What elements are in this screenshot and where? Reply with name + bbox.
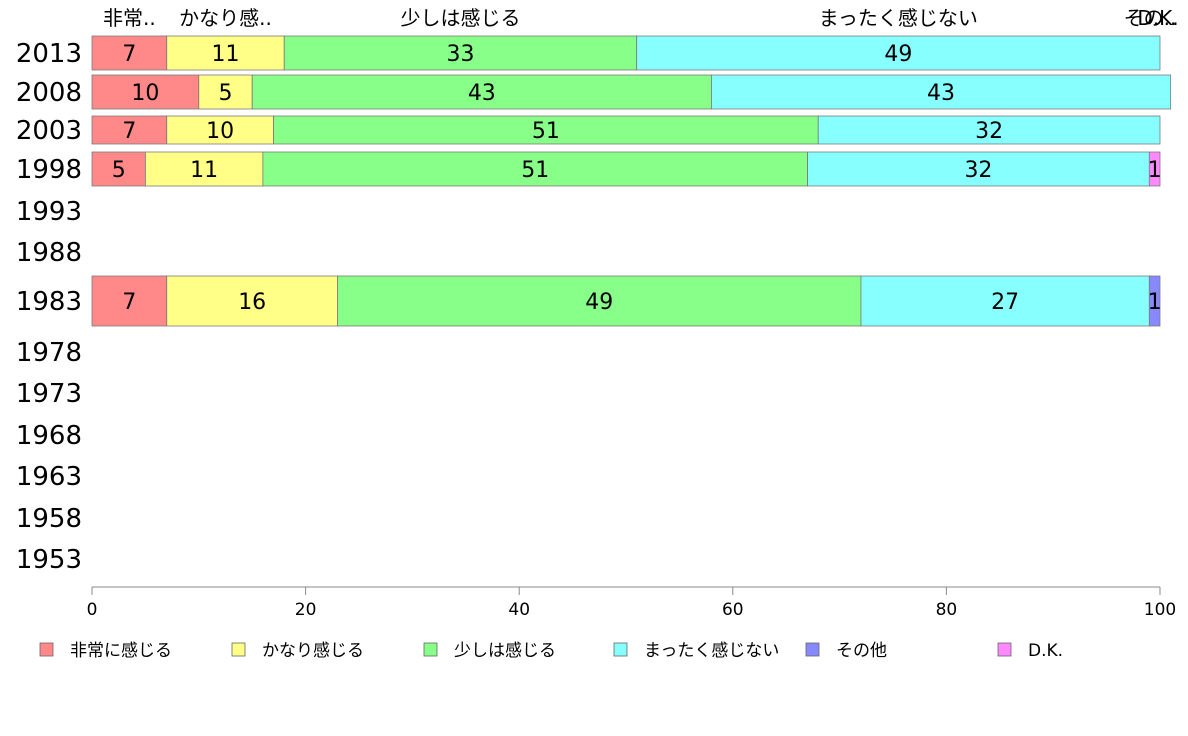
year-label-1988: 1988 [16,238,82,268]
year-label-1973: 1973 [16,379,82,409]
top-label-3: まったく感じない [819,6,978,30]
legend-swatch-0 [39,642,54,657]
bar-segment-1998-5 [1148,151,1161,187]
bar-segment-1998-3 [807,151,1150,187]
top-label-5: D.K. [1137,6,1178,30]
year-label-2008: 2008 [16,78,82,108]
year-label-2013: 2013 [16,39,82,69]
bar-segment-1998-2 [262,151,808,187]
value-label-1998-3: 32 [964,158,992,183]
value-label-2003-3: 32 [975,119,1003,144]
x-tick-label-40: 40 [508,600,530,620]
x-axis: 0 20 40 60 80 100 [87,586,1176,620]
x-tick-label-0: 0 [87,600,98,620]
legend-label-4: その他 [836,641,887,661]
value-label-1983-2: 49 [585,290,613,315]
legend-swatch-5 [997,642,1012,657]
bar-segment-2003-3 [817,115,1161,145]
bar-segment-1983-2 [337,275,862,327]
legend-label-5: D.K. [1028,641,1063,661]
value-label-2003-2: 51 [532,119,560,144]
bar-segment-1998-1 [144,151,264,187]
bar-segment-2008-3 [711,74,1172,110]
bar-segment-1983-4 [1148,275,1161,327]
value-label-2008-0: 10 [131,81,159,106]
legend-swatch-3 [613,642,628,657]
legend-swatch-4 [805,642,820,657]
top-label-2: 少しは感じる [400,6,520,30]
value-label-1983-4: 1 [1148,290,1162,315]
year-label-1968: 1968 [16,421,82,451]
bar-segment-1983-1 [166,275,339,327]
year-axis-labels: 2013 2008 2003 1998 1993 1988 1983 1978 1973 1968… [16,39,82,575]
value-label-1983-1: 16 [238,290,266,315]
bars: 7 11 33 49 10 5 43 43 7 10 51 32 5 11 51 32 1 7 16 49 27 1 [91,35,1172,327]
bar-segment-2008-2 [251,74,712,110]
value-label-1998-2: 51 [521,158,549,183]
legend-label-0: 非常に感じる [70,641,172,661]
top-series-labels: 非常.. かなり感.. 少しは感じる まったく感じない その..D.K. [103,6,1179,30]
year-label-1958: 1958 [16,504,82,534]
bar-segment-1983-3 [860,275,1150,327]
value-label-1983-3: 27 [991,290,1019,315]
legend-label-2: 少しは感じる [454,641,556,661]
bar-segment-1983-0 [91,275,168,327]
legend-swatch-1 [231,642,246,657]
legend: 非常に感じる かなり感じる 少しは感じる まったく感じない その他 D.K. [39,641,1063,661]
bar-segment-2013-0 [91,35,168,71]
bar-segment-2013-3 [636,35,1161,71]
top-label-4: その.. [1124,6,1177,30]
bar-segment-1998-0 [91,151,146,187]
year-label-2003: 2003 [16,116,82,146]
year-label-1953: 1953 [16,545,82,575]
x-tick-label-20: 20 [295,600,317,620]
value-label-2013-1: 11 [212,42,240,67]
year-label-1998: 1998 [16,155,82,185]
bar-segment-2013-2 [283,35,638,71]
year-label-1978: 1978 [16,338,82,368]
value-label-2013-2: 33 [446,42,474,67]
value-label-2008-2: 43 [468,81,496,106]
year-label-1963: 1963 [16,462,82,492]
value-label-2013-3: 49 [884,42,912,67]
legend-label-1: かなり感じる [262,641,364,661]
value-label-1998-1: 11 [190,158,218,183]
value-label-1998-5: 1 [1148,158,1162,183]
top-label-0: 非常.. [103,6,156,30]
bar-segment-2013-1 [166,35,285,71]
x-tick-label-100: 100 [1144,600,1176,620]
bar-segment-2003-0 [91,115,168,145]
x-tick-label-80: 80 [936,600,958,620]
value-label-2008-3: 43 [927,81,955,106]
bar-segment-2003-2 [273,115,819,145]
x-tick-label-60: 60 [722,600,744,620]
top-label-1: かなり感.. [179,6,272,30]
value-label-1998-0: 5 [112,158,126,183]
year-label-1983: 1983 [16,287,82,317]
year-label-1993: 1993 [16,197,82,227]
value-label-2003-0: 7 [122,119,136,144]
value-label-1983-0: 7 [122,290,136,315]
value-label-2013-0: 7 [122,42,136,67]
value-label-2003-1: 10 [206,119,234,144]
bar-segment-2008-1 [198,74,253,110]
bar-segment-2008-0 [91,74,200,110]
bar-segment-2003-1 [166,115,274,145]
value-label-2008-1: 5 [219,81,233,106]
legend-label-3: まったく感じない [644,641,779,661]
legend-swatch-2 [423,642,438,657]
